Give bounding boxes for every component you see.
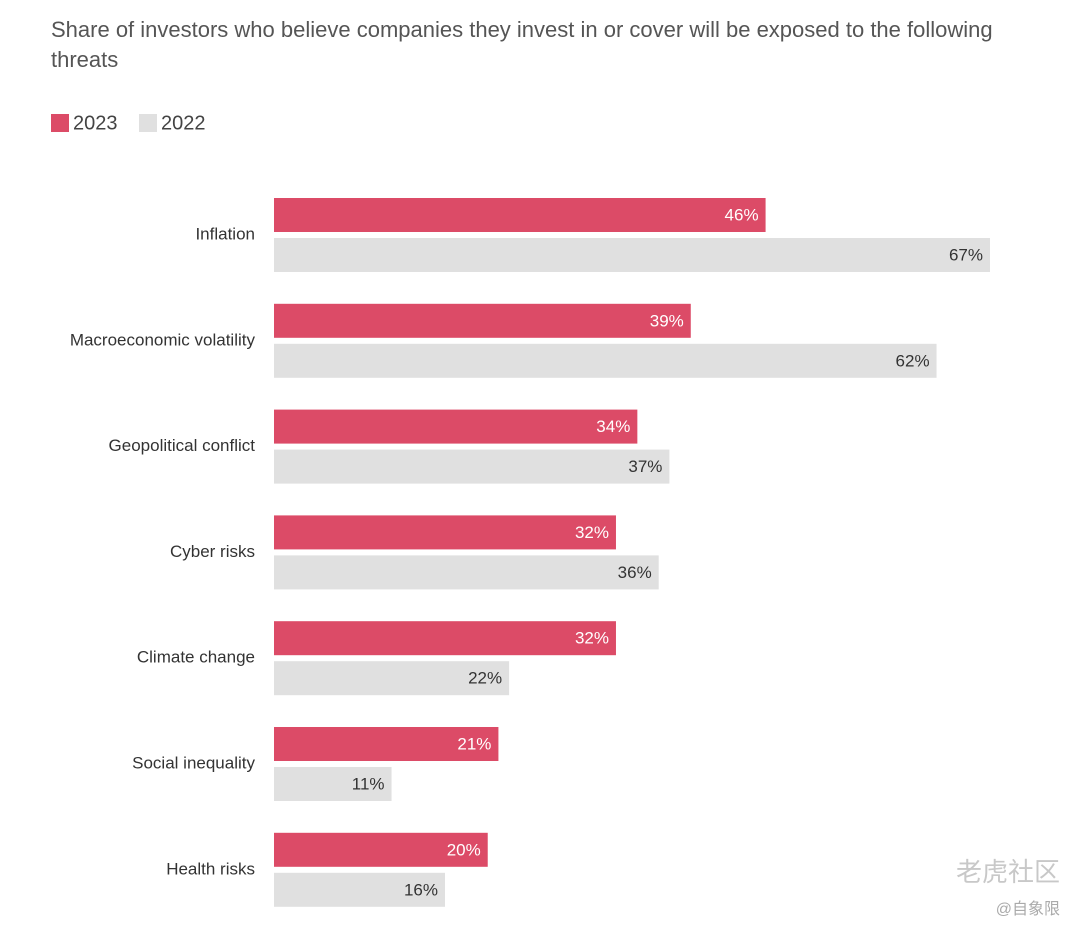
legend-swatch <box>139 114 157 132</box>
value-label: 67% <box>949 245 983 264</box>
bar <box>274 832 488 867</box>
legend-label: 2023 <box>73 112 118 134</box>
legend-swatch <box>51 114 69 132</box>
value-label: 21% <box>457 734 491 753</box>
value-label: 37% <box>628 457 662 476</box>
bar <box>274 555 659 590</box>
bar <box>274 661 510 696</box>
category-label: Geopolitical conflict <box>109 436 256 455</box>
legend-label: 2022 <box>161 112 206 134</box>
bar <box>274 409 638 444</box>
value-label: 62% <box>896 351 930 370</box>
bar <box>274 303 691 338</box>
value-label: 32% <box>575 629 609 648</box>
value-label: 32% <box>575 523 609 542</box>
chart-title: Share of investors who believe companies… <box>51 17 993 72</box>
category-label: Cyber risks <box>170 542 255 561</box>
value-label: 36% <box>618 563 652 582</box>
category-label: Health risks <box>166 859 255 878</box>
bar <box>274 198 766 232</box>
category-label: Macroeconomic volatility <box>70 330 256 349</box>
value-label: 16% <box>404 880 438 899</box>
bar <box>274 872 445 907</box>
category-label: Social inequality <box>132 753 255 772</box>
watermark: 老虎社区 <box>956 857 1060 887</box>
bar <box>274 238 990 272</box>
category-label: Climate change <box>137 648 255 667</box>
value-label: 20% <box>447 840 481 859</box>
value-label: 46% <box>725 205 759 224</box>
bar <box>274 515 616 550</box>
value-label: 39% <box>650 311 684 330</box>
bar <box>274 621 616 656</box>
value-label: 22% <box>468 669 502 688</box>
value-label: 34% <box>596 417 630 436</box>
category-label: Inflation <box>195 224 255 243</box>
bar <box>274 767 392 801</box>
bar <box>274 449 670 484</box>
watermark: @自象限 <box>996 900 1060 918</box>
bar <box>274 727 499 761</box>
value-label: 11% <box>352 774 385 793</box>
bar <box>274 343 937 378</box>
